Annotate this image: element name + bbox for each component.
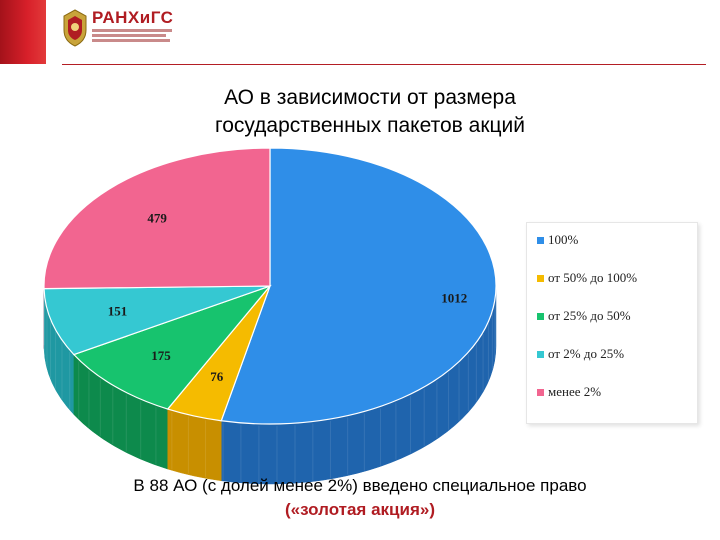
pie-slice-2 bbox=[72, 284, 272, 410]
logo: РАНХиГС bbox=[60, 8, 180, 52]
legend-swatch-3 bbox=[537, 350, 544, 358]
legend-swatch-4 bbox=[537, 388, 544, 396]
legend-label-4: менее 2% bbox=[548, 384, 602, 399]
legend-swatch-1 bbox=[537, 274, 544, 282]
pie-slice-0 bbox=[220, 147, 497, 425]
footer-line-2: («золотая акция») bbox=[285, 500, 435, 519]
emblem-icon bbox=[63, 9, 87, 47]
legend-label-3: от 2% до 25% bbox=[548, 346, 625, 361]
pie-slice-4 bbox=[43, 147, 271, 290]
legend-item-4: менее 2% bbox=[537, 383, 601, 401]
pie-value-label-2: 175 bbox=[151, 348, 171, 363]
slide-title-line-1: АО в зависимости от размера bbox=[224, 86, 516, 109]
slide-title-line-2: государственных пакетов акций bbox=[215, 114, 525, 137]
header-divider bbox=[62, 64, 706, 65]
pie-tops bbox=[43, 147, 497, 425]
logo-title: РАНХиГС bbox=[92, 8, 174, 27]
header-accent-bar bbox=[0, 0, 46, 64]
slide-title: АО в зависимости от размера государствен… bbox=[120, 84, 620, 140]
legend-label-1: от 50% до 100% bbox=[548, 270, 638, 285]
legend-item-0: 100% bbox=[537, 231, 578, 249]
pie-value-label-1: 76 bbox=[210, 369, 224, 384]
pie-labels: 1012 76 175 151 479 bbox=[108, 210, 467, 384]
footer-note: В 88 АО (с долей менее 2%) введено специ… bbox=[30, 474, 690, 522]
pie-slice-3 bbox=[43, 285, 271, 356]
legend-item-3: от 2% до 25% bbox=[537, 345, 624, 363]
pie-sides bbox=[43, 285, 497, 485]
footer-line-1: В 88 АО (с долей менее 2%) введено специ… bbox=[133, 476, 587, 495]
legend-swatch-0 bbox=[537, 236, 544, 244]
chart-legend: 100% от 50% до 100% от 25% до 50% от 2% до … bbox=[526, 222, 698, 424]
legend-item-2: от 25% до 50% bbox=[537, 307, 631, 325]
legend-item-1: от 50% до 100% bbox=[537, 269, 637, 287]
legend-label-2: от 25% до 50% bbox=[548, 308, 631, 323]
legend-label-0: 100% bbox=[548, 232, 579, 247]
logo-subtitle bbox=[92, 29, 174, 42]
pie-value-label-0: 1012 bbox=[441, 290, 467, 305]
pie-value-label-4: 479 bbox=[147, 210, 167, 225]
pie-value-label-3: 151 bbox=[108, 304, 128, 319]
legend-swatch-2 bbox=[537, 312, 544, 320]
